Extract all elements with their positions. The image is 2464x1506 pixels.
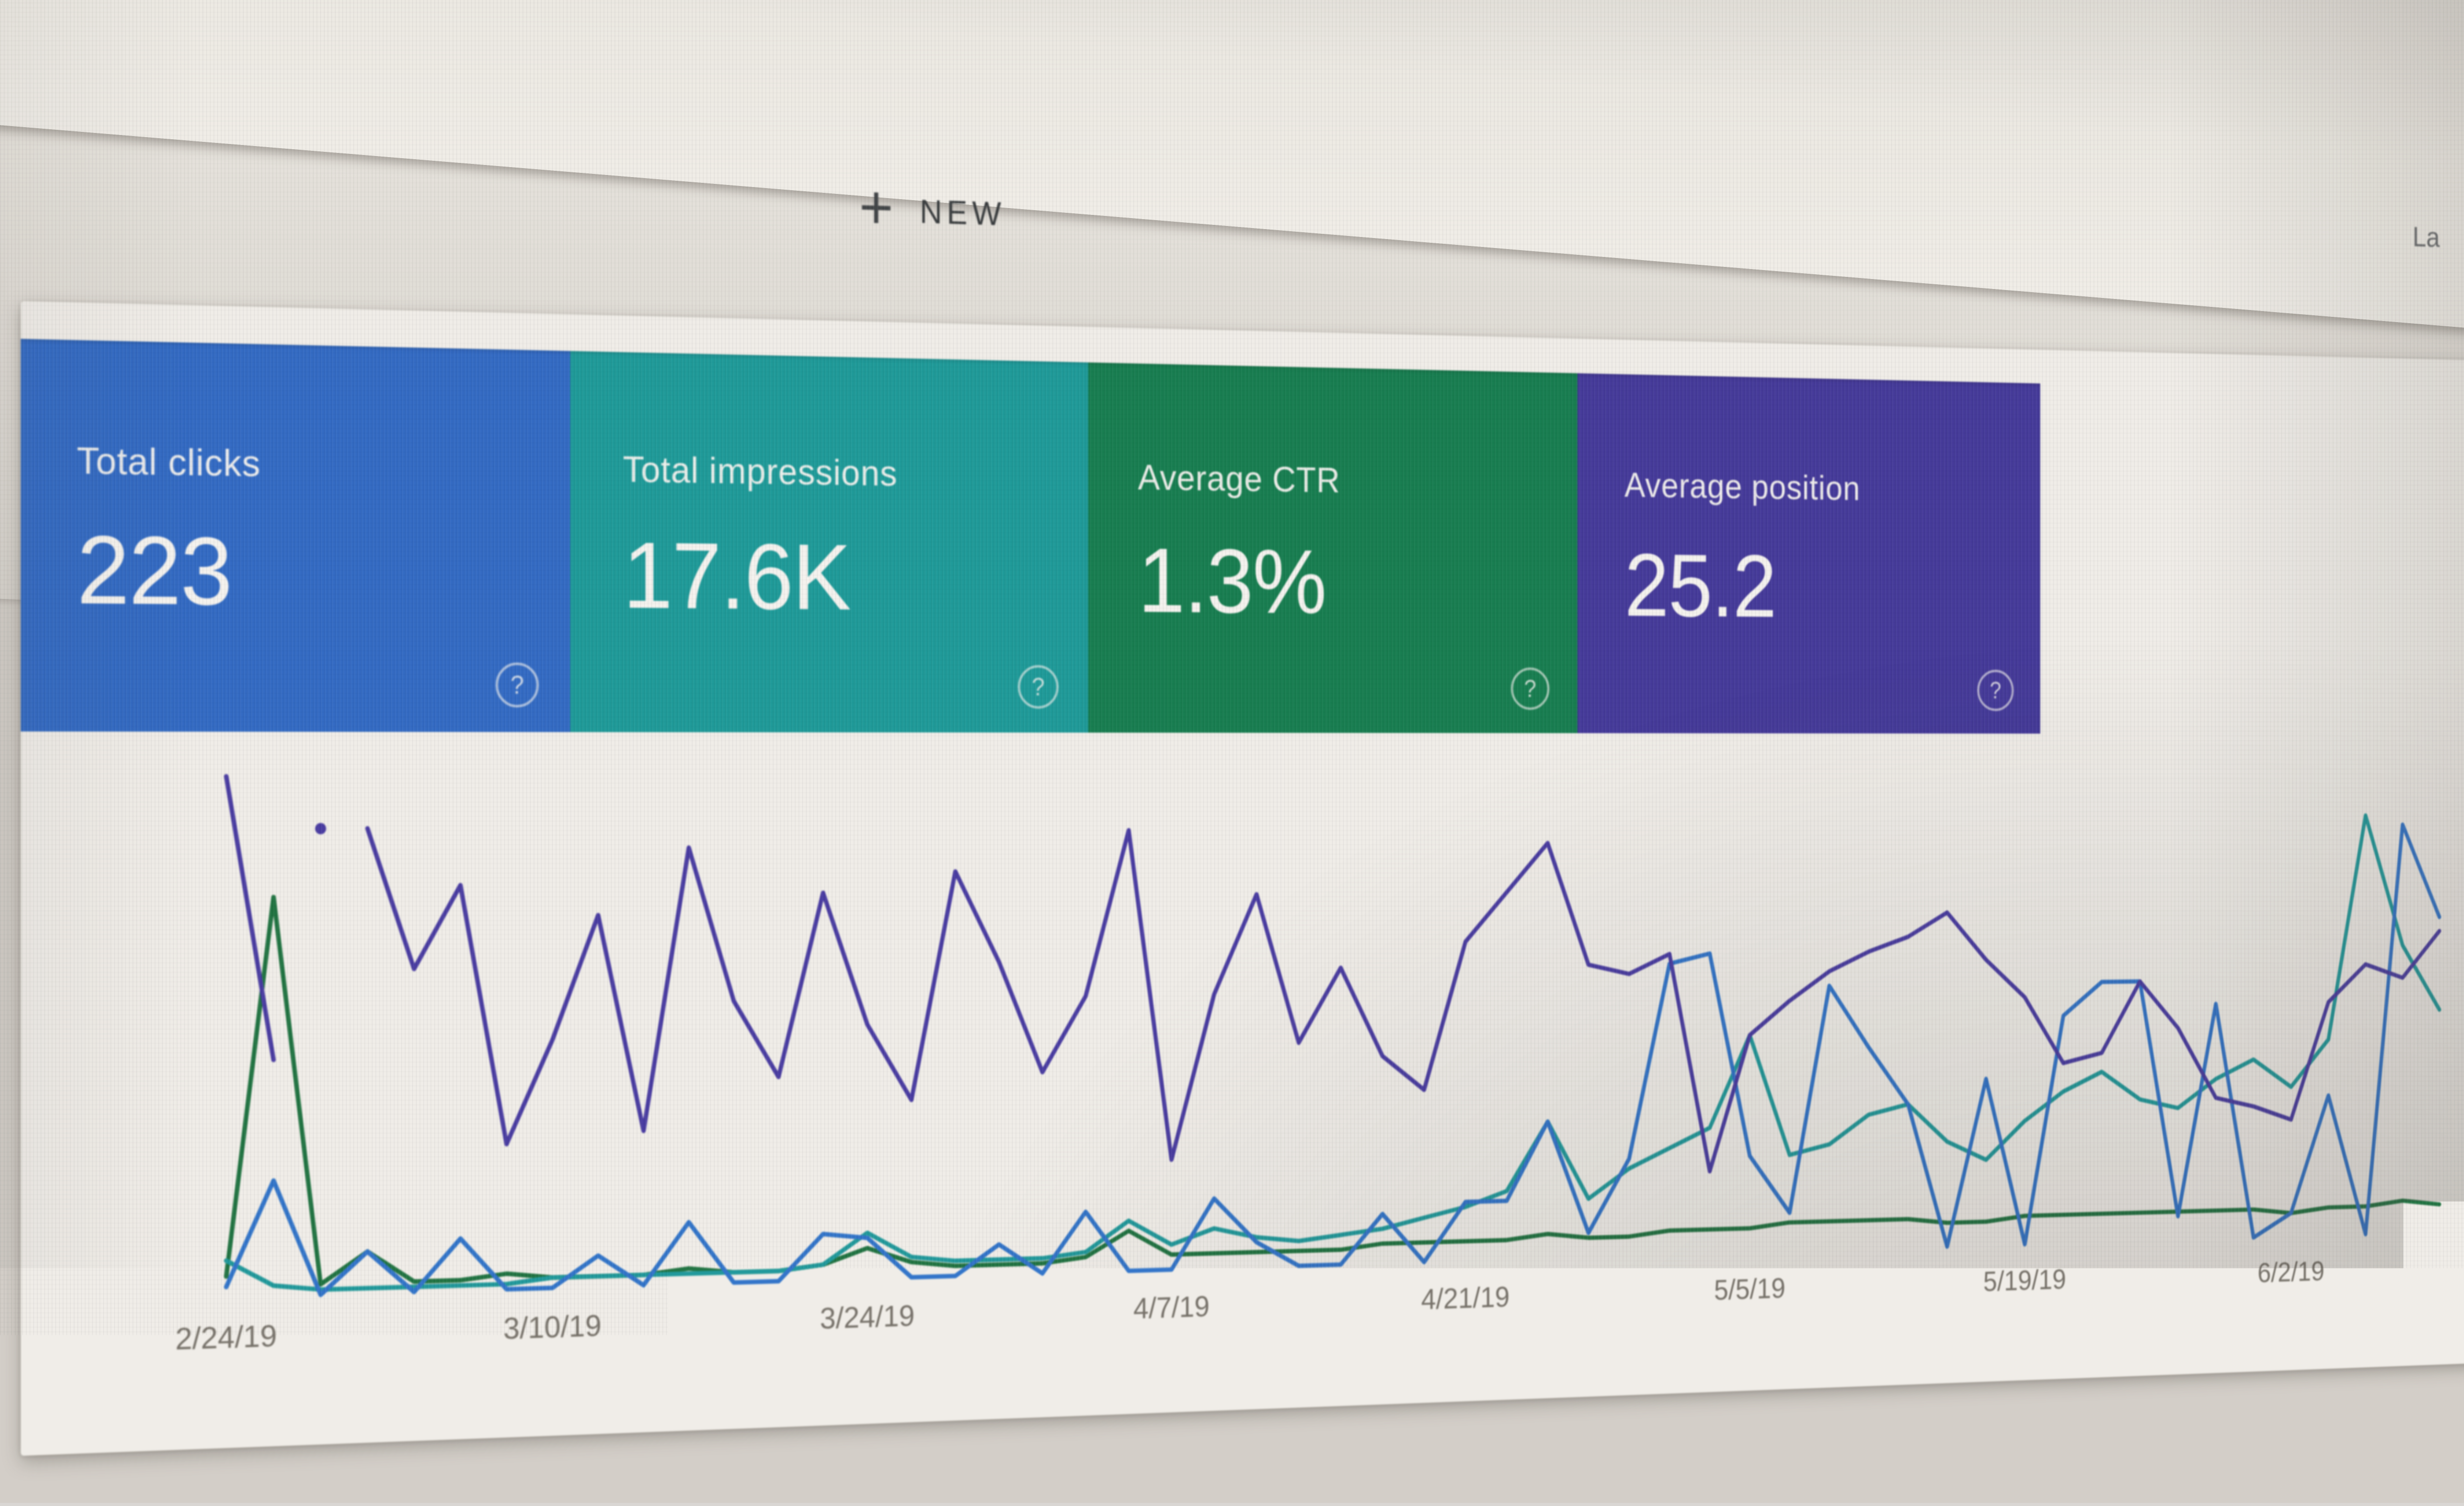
search-console-performance-page: type: Web Date: Last 6 months + NEW La T…	[0, 0, 2444, 1503]
performance-panel: Total clicks 223 ? Total impressions 17.…	[21, 301, 2464, 1456]
new-filter-button-label: NEW	[920, 188, 1006, 233]
edit-icon	[696, 191, 724, 221]
edit-icon	[192, 171, 221, 202]
x-axis-tick-label: 4/7/19	[1133, 1289, 1209, 1325]
partial-text-right-edge: La	[2412, 221, 2440, 254]
card-value: 1.3%	[1138, 529, 1577, 636]
card-label: Average position	[1625, 466, 2040, 511]
card-label: Total clicks	[77, 439, 570, 489]
filter-chip-search-type-label: type: Web	[5, 160, 167, 206]
help-icon[interactable]: ?	[1511, 667, 1549, 710]
x-axis-tick-label: 3/10/19	[504, 1308, 602, 1346]
performance-line-chart-svg	[226, 765, 2439, 1302]
card-value: 223	[77, 515, 570, 629]
filter-chip-date-range[interactable]: Date: Last 6 months	[327, 147, 760, 255]
filter-chip-search-type[interactable]: type: Web	[0, 129, 259, 237]
card-label: Total impressions	[623, 449, 1088, 497]
help-glyph: ?	[510, 670, 524, 699]
card-value: 25.2	[1625, 534, 2040, 639]
performance-line-chart[interactable]	[226, 765, 2439, 1302]
x-axis-tick-label: 5/19/19	[1983, 1263, 2066, 1298]
x-axis-tick-label: 4/21/19	[1421, 1280, 1510, 1316]
filter-chip-date-range-label: Date: Last 6 months	[364, 176, 673, 225]
x-axis-tick-label: 2/24/19	[175, 1318, 276, 1357]
average-ctr-card[interactable]: Average CTR 1.3% ?	[1088, 363, 1577, 733]
card-label: Average CTR	[1138, 457, 1577, 504]
x-axis-tick-label: 6/2/19	[2257, 1255, 2324, 1289]
plus-icon: +	[859, 176, 893, 239]
help-icon[interactable]: ?	[1977, 669, 2014, 711]
total-impressions-card[interactable]: Total impressions 17.6K ?	[570, 351, 1089, 733]
x-axis-tick-label: 3/24/19	[820, 1298, 915, 1336]
total-clicks-card[interactable]: Total clicks 223 ?	[21, 339, 570, 732]
x-axis-tick-label: 5/5/19	[1714, 1272, 1785, 1307]
help-glyph: ?	[1990, 677, 2001, 704]
new-filter-button[interactable]: + NEW	[859, 176, 1005, 242]
help-glyph: ?	[1032, 673, 1045, 702]
summary-cards-row: Total clicks 223 ? Total impressions 17.…	[21, 339, 2040, 734]
help-icon[interactable]: ?	[1018, 665, 1059, 708]
help-glyph: ?	[1524, 675, 1536, 703]
help-icon[interactable]: ?	[496, 663, 539, 708]
card-value: 17.6K	[623, 522, 1088, 633]
average-position-card[interactable]: Average position 25.2 ?	[1577, 373, 2040, 734]
